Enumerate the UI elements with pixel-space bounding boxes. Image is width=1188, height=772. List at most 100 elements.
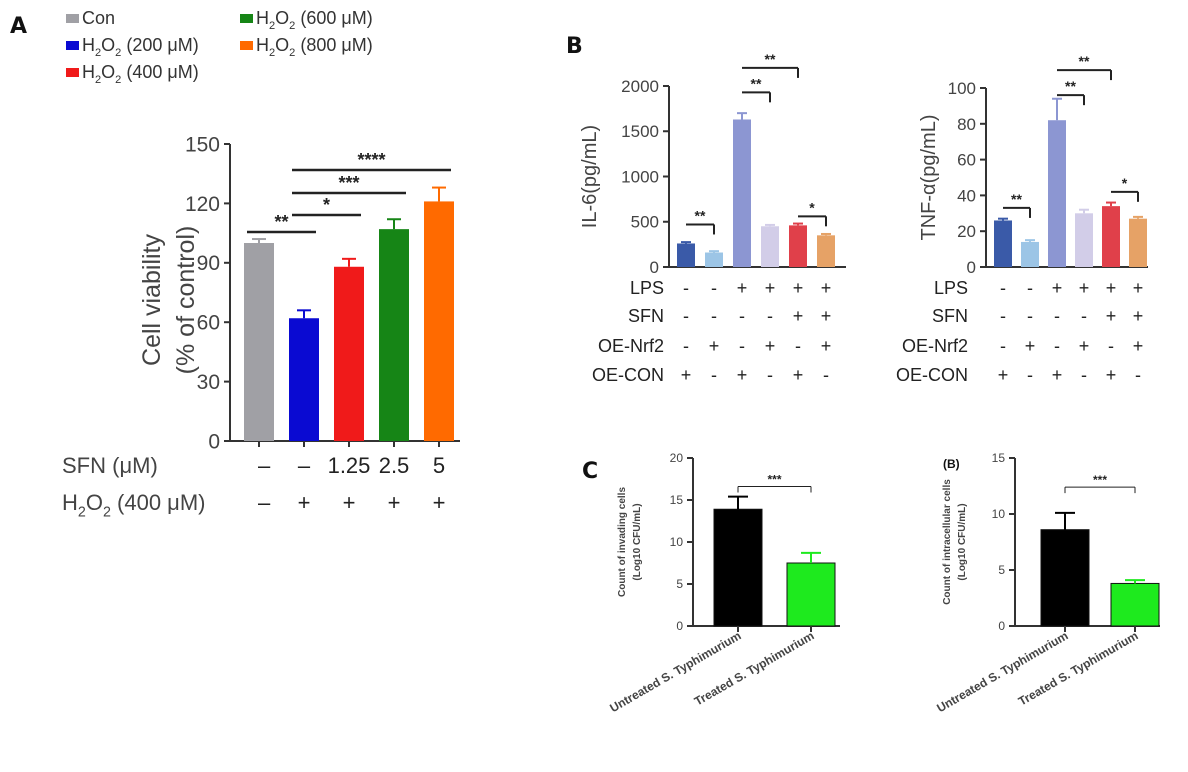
condition-value: – bbox=[298, 453, 311, 478]
y-tick-label: 1000 bbox=[621, 167, 659, 186]
bar bbox=[289, 318, 319, 441]
y-tick-label: 40 bbox=[957, 186, 976, 205]
x-tick-label: Untreated S. Typhimurium bbox=[607, 628, 743, 715]
y-axis-label: IL-6(pg/mL) bbox=[579, 125, 601, 228]
bar bbox=[761, 226, 779, 267]
bar bbox=[817, 235, 835, 267]
bar bbox=[334, 266, 364, 441]
y-axis-label: TNF-α(pg/mL) bbox=[918, 114, 940, 240]
y-tick-label: 500 bbox=[631, 213, 659, 232]
significance-label: * bbox=[809, 199, 815, 215]
bar bbox=[994, 220, 1012, 267]
chart-panel-c-invading: 0 5 10 15 20 Count of invading cells (Log10 CF… bbox=[607, 451, 840, 715]
panel-label-b: B bbox=[566, 34, 583, 59]
bar bbox=[705, 252, 723, 267]
y-axis-label: Cell viability bbox=[138, 234, 166, 366]
significance-label: * bbox=[323, 195, 330, 215]
y-tick-label: 15 bbox=[670, 493, 684, 507]
bar bbox=[713, 508, 763, 627]
y-axis-label: Count of invading cells bbox=[617, 487, 628, 597]
condition-value: + bbox=[737, 278, 748, 298]
bar bbox=[379, 229, 409, 441]
condition-value: + bbox=[1106, 365, 1117, 385]
condition-value: - bbox=[1135, 365, 1141, 385]
condition-value: + bbox=[1133, 278, 1144, 298]
condition-row-label: SFN (μM) bbox=[62, 453, 158, 478]
condition-value: – bbox=[258, 453, 271, 478]
condition-value: + bbox=[821, 306, 832, 326]
condition-value: + bbox=[793, 365, 804, 385]
y-axis-label: Count of intracellular cells bbox=[942, 479, 953, 605]
condition-value: - bbox=[795, 336, 801, 356]
significance-label: ** bbox=[1079, 53, 1090, 69]
bar bbox=[424, 201, 454, 441]
condition-value: + bbox=[1052, 278, 1063, 298]
condition-value: - bbox=[711, 278, 717, 298]
y-tick-label: 120 bbox=[185, 193, 220, 216]
condition-value: + bbox=[681, 365, 692, 385]
condition-value: - bbox=[739, 306, 745, 326]
legend-swatch bbox=[66, 14, 79, 23]
condition-value: - bbox=[1108, 336, 1114, 356]
condition-value: 2.5 bbox=[379, 453, 410, 478]
condition-value: + bbox=[1079, 336, 1090, 356]
y-tick-label: 2000 bbox=[621, 77, 659, 96]
condition-value: + bbox=[388, 490, 401, 515]
condition-row-label: H2O2 (400 μM) bbox=[62, 490, 206, 521]
legend-swatch bbox=[240, 14, 253, 23]
condition-row-label: OE-CON bbox=[896, 365, 968, 385]
y-tick-label: 0 bbox=[650, 258, 659, 277]
condition-value: + bbox=[1106, 278, 1117, 298]
legend-swatch bbox=[240, 41, 253, 50]
condition-value: - bbox=[683, 336, 689, 356]
condition-value: - bbox=[767, 365, 773, 385]
condition-value: - bbox=[1054, 336, 1060, 356]
significance-label: * bbox=[1122, 175, 1128, 191]
legend-label: H2O2 (600 μM) bbox=[256, 8, 373, 32]
y-tick-label: 5 bbox=[998, 563, 1005, 577]
bar bbox=[1129, 218, 1147, 267]
y-tick-label: 60 bbox=[197, 312, 220, 335]
legend-label: H2O2 (400 μM) bbox=[82, 62, 199, 86]
y-tick-label: 10 bbox=[992, 507, 1006, 521]
y-tick-label: 15 bbox=[992, 451, 1006, 465]
condition-value: - bbox=[711, 306, 717, 326]
condition-value: + bbox=[1025, 336, 1036, 356]
condition-value: + bbox=[793, 278, 804, 298]
condition-value: + bbox=[343, 490, 356, 515]
condition-value: 5 bbox=[433, 453, 445, 478]
bar bbox=[786, 562, 836, 627]
x-tick-label: Treated S. Typhimurium bbox=[1016, 628, 1141, 708]
condition-value: - bbox=[1081, 306, 1087, 326]
y-tick-label: 30 bbox=[197, 371, 220, 394]
condition-value: + bbox=[433, 490, 446, 515]
y-tick-label: 5 bbox=[676, 577, 683, 591]
bar bbox=[244, 243, 274, 441]
condition-value: - bbox=[711, 365, 717, 385]
condition-value: 1.25 bbox=[328, 453, 371, 478]
significance-label: ** bbox=[1011, 191, 1022, 207]
x-tick-label: Treated S. Typhimurium bbox=[692, 628, 817, 708]
significance-label: ** bbox=[751, 75, 762, 91]
y-axis-label-2: (% of control) bbox=[172, 226, 200, 375]
significance-label: ** bbox=[695, 207, 706, 223]
significance-label: ** bbox=[1065, 78, 1076, 94]
condition-value: + bbox=[737, 365, 748, 385]
bar bbox=[1048, 120, 1066, 267]
y-tick-label: 80 bbox=[957, 115, 976, 134]
condition-value: + bbox=[765, 278, 776, 298]
bar bbox=[1075, 213, 1093, 267]
condition-value: - bbox=[683, 306, 689, 326]
condition-value: + bbox=[1079, 278, 1090, 298]
y-tick-label: 60 bbox=[957, 151, 976, 170]
legend-label: H2O2 (800 μM) bbox=[256, 35, 373, 59]
condition-value: - bbox=[739, 336, 745, 356]
condition-value: + bbox=[709, 336, 720, 356]
bar bbox=[1110, 582, 1160, 627]
y-tick-label: 1500 bbox=[621, 122, 659, 141]
condition-value: - bbox=[683, 278, 689, 298]
condition-value: + bbox=[793, 306, 804, 326]
condition-value: - bbox=[767, 306, 773, 326]
